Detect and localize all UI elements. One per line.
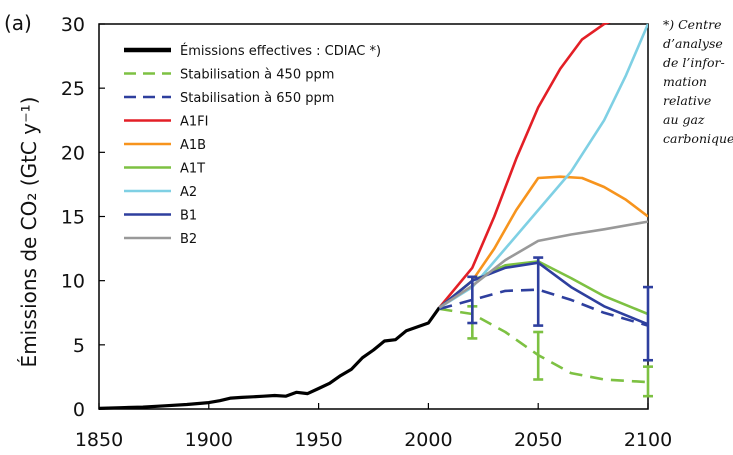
error-bar <box>533 330 544 381</box>
legend-item: Émissions effectives : CDIAC *) <box>124 43 381 59</box>
footnote-line: relative <box>663 93 712 108</box>
legend: Émissions effectives : CDIAC *) Stabilisa… <box>124 43 381 247</box>
legend-item: B1 <box>124 209 197 224</box>
series-line-a1fi <box>438 23 611 309</box>
legend-item: Stabilisation à 450 ppm <box>124 68 334 83</box>
legend-item: B2 <box>124 232 197 247</box>
footnote: *) Centre d’analyse de l’infor-mation relat… <box>663 15 733 148</box>
legend-label: Stabilisation à 650 ppm <box>180 91 334 106</box>
legend-label: B1 <box>180 209 197 224</box>
footnote-line: mation <box>663 74 707 89</box>
y-tick-label: 10 <box>61 271 85 293</box>
legend-label: Émissions effectives : CDIAC *) <box>180 43 381 59</box>
footnote-line: au gaz <box>663 112 705 127</box>
legend-label: A2 <box>180 185 197 200</box>
x-tick-label: 1850 <box>75 429 123 451</box>
error-bar-layer <box>467 256 653 398</box>
series-line-missions-effectives-cdiac <box>99 306 441 410</box>
error-bar <box>467 275 478 325</box>
legend-label: A1B <box>180 138 206 153</box>
legend-item: Stabilisation à 650 ppm <box>124 91 334 106</box>
error-bar <box>533 256 544 327</box>
y-tick-label: 5 <box>73 335 85 357</box>
footnote-line: carbonique <box>663 131 733 146</box>
x-tick-label: 1900 <box>185 429 233 451</box>
series-line-stabilisation-450-ppm <box>439 307 648 384</box>
legend-item: A1T <box>124 162 205 177</box>
legend-item: A1FI <box>124 115 208 130</box>
legend-item: A2 <box>124 185 197 200</box>
x-tick-label: 2050 <box>514 429 562 451</box>
y-tick-label: 20 <box>61 142 85 164</box>
plot-area <box>98 23 653 410</box>
legend-label: Stabilisation à 450 ppm <box>180 68 334 83</box>
footnote-line: d’analyse <box>663 36 723 51</box>
y-tick-label: 0 <box>73 399 85 421</box>
error-bar <box>643 365 653 398</box>
footnote-line: *) Centre <box>663 17 722 32</box>
panel-label: (a) <box>4 11 32 35</box>
legend-label: A1FI <box>180 115 208 130</box>
y-axis-label: Émissions de CO₂ (GtC y⁻¹) <box>17 97 41 368</box>
legend-label: A1T <box>180 162 205 177</box>
legend-item: A1B <box>124 138 206 153</box>
x-tick-label: 1950 <box>294 429 342 451</box>
x-axis-ticks: 1850 1900 1950 2000 2050 2100 <box>75 403 672 451</box>
series-line-a1b <box>438 175 648 309</box>
y-axis-ticks: 0 5 10 15 20 25 30 <box>61 14 105 421</box>
error-bar <box>643 285 653 362</box>
legend-label: B2 <box>180 232 197 247</box>
y-tick-label: 30 <box>61 14 85 36</box>
x-tick-label: 2100 <box>624 429 672 451</box>
y-tick-label: 25 <box>61 78 85 100</box>
footnote-line: de l’infor- <box>663 55 725 70</box>
series-line-stabilisation-650-ppm <box>439 288 648 327</box>
y-tick-label: 15 <box>61 207 85 229</box>
x-tick-label: 2000 <box>404 429 452 451</box>
